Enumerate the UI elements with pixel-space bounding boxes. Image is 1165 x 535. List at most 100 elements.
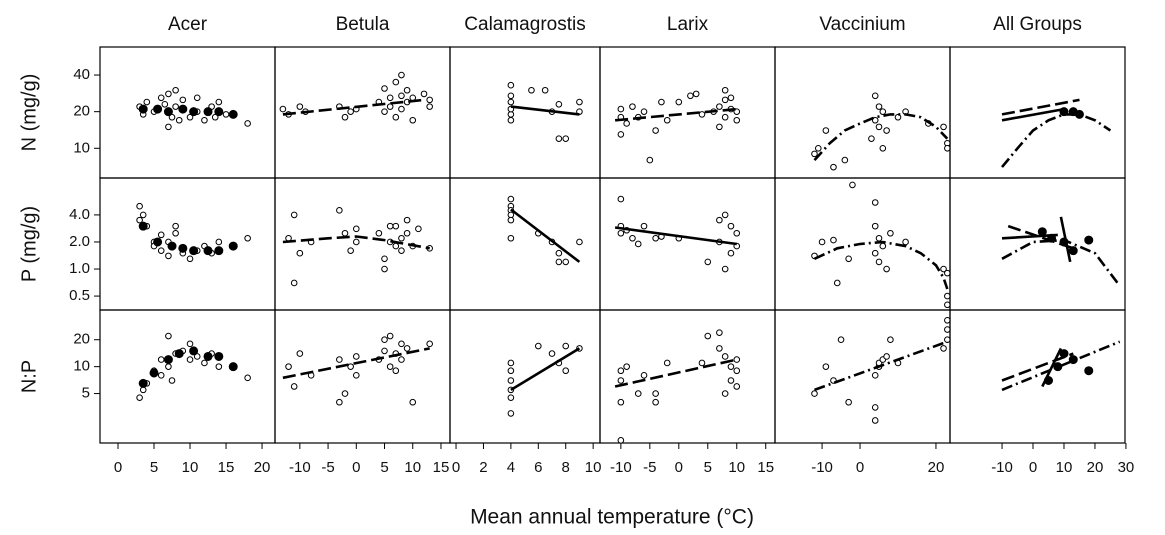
- mean-point: [189, 346, 199, 356]
- data-point: [381, 336, 388, 344]
- data-point: [698, 111, 706, 118]
- panel-frame: [599, 309, 776, 444]
- x-tick-label: 10: [728, 459, 745, 476]
- panel-title: All Groups: [993, 14, 1082, 35]
- data-point: [139, 211, 147, 219]
- fit-line: [282, 98, 425, 116]
- data-point: [403, 216, 411, 224]
- data-point: [944, 292, 951, 300]
- data-point: [392, 367, 400, 375]
- data-point: [733, 383, 741, 390]
- data-point: [352, 225, 360, 233]
- y-tick-label: 20: [73, 103, 90, 120]
- data-point: [727, 249, 735, 257]
- fit-line: [1001, 98, 1080, 116]
- data-point: [617, 131, 625, 138]
- data-point: [902, 238, 909, 246]
- data-point: [845, 398, 852, 406]
- x-tick-label: 10: [182, 459, 199, 476]
- data-point: [215, 363, 223, 370]
- data-point: [341, 113, 349, 121]
- data-point: [168, 377, 176, 384]
- data-point: [883, 127, 890, 134]
- data-point: [403, 229, 411, 237]
- data-point: [186, 356, 194, 363]
- data-point: [887, 336, 894, 344]
- data-point: [871, 417, 879, 424]
- mean-point: [1068, 246, 1078, 256]
- mean-point: [228, 362, 238, 372]
- data-point: [944, 316, 951, 324]
- data-point: [822, 127, 830, 134]
- x-tick-label: 0: [452, 459, 460, 476]
- data-point: [507, 377, 515, 384]
- data-point: [640, 372, 648, 379]
- fit-line: [1000, 113, 1112, 168]
- data-point: [392, 242, 400, 250]
- data-point: [721, 113, 729, 121]
- x-tick-label: 4: [507, 459, 515, 476]
- data-point: [157, 231, 165, 239]
- x-tick-label: 20: [1087, 459, 1104, 476]
- data-point: [161, 100, 169, 108]
- data-point: [179, 96, 187, 104]
- data-point: [392, 222, 400, 230]
- data-point: [341, 229, 349, 237]
- data-point: [398, 247, 405, 254]
- data-point: [193, 353, 201, 360]
- data-point: [285, 363, 292, 370]
- mean-point: [1047, 233, 1057, 243]
- fit-line: [614, 358, 738, 388]
- data-point: [165, 332, 172, 340]
- data-point: [381, 347, 388, 355]
- data-point: [398, 71, 405, 79]
- x-tick-label: -5: [643, 459, 656, 476]
- fit-line: [510, 105, 580, 116]
- data-point: [398, 340, 405, 348]
- data-point: [352, 353, 360, 360]
- data-point: [875, 258, 883, 266]
- y-tick-label: 20: [73, 331, 90, 348]
- data-point: [336, 356, 343, 363]
- data-point: [136, 202, 143, 210]
- data-point: [215, 98, 223, 106]
- data-point: [244, 234, 251, 242]
- data-point: [623, 120, 630, 127]
- data-point: [727, 222, 735, 230]
- data-point: [562, 258, 570, 266]
- x-tick-label: 0: [114, 459, 122, 476]
- data-point: [541, 86, 549, 94]
- mean-point: [203, 246, 213, 256]
- data-point: [193, 94, 201, 102]
- data-point: [352, 372, 360, 379]
- data-point: [244, 374, 251, 382]
- data-point: [733, 116, 741, 124]
- data-point: [811, 390, 818, 397]
- data-point: [871, 199, 879, 206]
- y-tick-label: 2.0: [69, 233, 90, 250]
- fit-line: [1001, 107, 1065, 122]
- mean-point: [1059, 237, 1069, 247]
- mean-point: [1084, 366, 1094, 376]
- y-tick-label: 1.0: [69, 260, 90, 277]
- data-point: [617, 105, 625, 113]
- panel-title: Acer: [168, 14, 208, 35]
- data-point: [168, 113, 176, 121]
- data-point: [555, 100, 563, 108]
- data-point: [634, 240, 642, 248]
- data-point: [814, 144, 822, 152]
- data-point: [871, 404, 879, 411]
- data-point: [336, 398, 343, 406]
- data-point: [716, 345, 723, 352]
- x-tick-label: -5: [321, 459, 334, 476]
- data-point: [617, 437, 625, 444]
- data-point: [555, 249, 563, 257]
- data-point: [386, 103, 394, 110]
- data-point: [652, 398, 659, 406]
- data-point: [663, 359, 671, 367]
- data-point: [640, 222, 648, 230]
- data-point: [336, 207, 343, 214]
- data-point: [663, 116, 671, 124]
- data-point: [841, 156, 849, 164]
- mean-point: [228, 241, 238, 251]
